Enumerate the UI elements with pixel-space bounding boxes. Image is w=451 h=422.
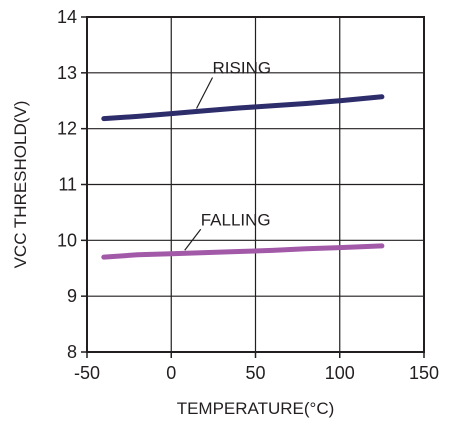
x-tick-label: 150 (409, 363, 439, 383)
x-tick-label: 0 (166, 363, 176, 383)
y-tick-label: 12 (57, 119, 77, 139)
annotations: RISING FALLING (184, 58, 272, 251)
annotation-leader-line (184, 228, 202, 251)
y-tick-label: 11 (58, 175, 77, 195)
annotation-leader-line (195, 77, 214, 109)
x-tick-label: 100 (325, 363, 355, 383)
axis-ticks: -50 0 50 100 150 8 9 10 11 12 13 14 (57, 7, 439, 383)
y-tick-label: 10 (57, 230, 77, 250)
y-axis-label: VCC THRESHOLD(V) (11, 101, 30, 269)
x-tick-label: 50 (245, 363, 265, 383)
annotation-falling: FALLING (201, 210, 271, 229)
y-tick-label: 9 (67, 286, 77, 306)
series-line-rising (101, 94, 385, 122)
series-line-falling (101, 243, 385, 260)
y-tick-label: 14 (57, 7, 77, 27)
y-tick-label: 8 (67, 342, 77, 362)
annotation-rising: RISING (213, 58, 272, 77)
series-group (101, 94, 385, 260)
x-axis-label: TEMPERATURE(°C) (177, 399, 335, 418)
x-tick-label: -50 (74, 363, 100, 383)
grid-lines (87, 17, 424, 352)
y-tick-label: 13 (57, 63, 77, 83)
